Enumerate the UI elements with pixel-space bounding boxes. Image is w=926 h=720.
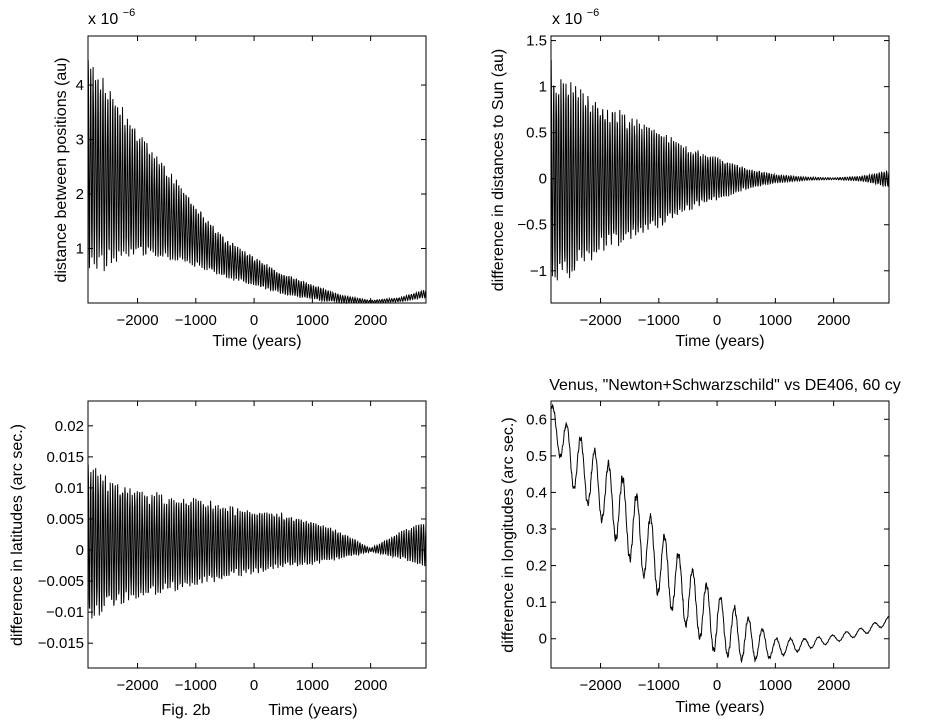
tick-group: −2000 −1000 0 1000 2000 0 0.1 0.2 0.3 0.4 0.5 0.6	[526, 401, 889, 694]
y-tick-label: 0.4	[526, 484, 547, 501]
series-line	[87, 60, 427, 305]
y-exponent-power: −6	[123, 7, 136, 19]
x-tick-label: 0	[250, 677, 258, 694]
y-tick-label: −0.015	[38, 635, 84, 652]
y-tick-label: 0.6	[526, 411, 547, 428]
y-tick-label: 0	[76, 542, 84, 559]
y-tick-label: 0.02	[55, 418, 84, 435]
y-tick-label: 0.5	[526, 125, 547, 142]
tick-group: −2000 −1000 0 1000 2000 −0.015 −0.01 −0.005 0 0.0…	[38, 401, 426, 694]
x-tick-label: −2000	[116, 677, 158, 694]
x-tick-label: 1000	[759, 312, 792, 329]
plot-frame	[550, 35, 890, 304]
chart-title: Venus, "Newton+Schwarzschild" vs DE406, …	[549, 377, 901, 394]
x-tick-label: 2000	[817, 312, 850, 329]
y-tick-label: 0	[539, 631, 547, 648]
y-axis-label: difference in longitudes (arc sec.)	[500, 417, 517, 652]
y-exponent: x 10 −6	[88, 7, 135, 28]
plot-frame	[550, 400, 890, 669]
y-tick-label: 0	[539, 171, 547, 188]
tick-group: −2000 −1000 0 1000 2000 1 2 3 4	[76, 36, 426, 329]
y-exponent: x 10 −6	[552, 7, 599, 28]
series-line	[550, 59, 890, 281]
x-tick-label: 0	[713, 312, 721, 329]
x-axis-label: Time (years)	[675, 333, 764, 350]
y-axis-label: distance between positions (au)	[53, 57, 70, 282]
y-tick-label: 0.005	[46, 511, 84, 528]
x-tick-label: −1000	[638, 677, 680, 694]
x-tick-label: 1000	[296, 312, 329, 329]
y-tick-label: 0.3	[526, 521, 547, 538]
x-tick-label: −1000	[175, 677, 217, 694]
series-line	[87, 464, 427, 619]
y-tick-label: −1	[530, 263, 547, 280]
y-axis-label: difference in latitudes (arc sec.)	[9, 424, 26, 646]
y-exponent-power: −6	[587, 7, 600, 19]
x-axis-label: Time (years)	[675, 699, 764, 716]
x-tick-label: −2000	[579, 312, 621, 329]
y-tick-label: 1	[76, 241, 84, 258]
x-tick-label: 2000	[354, 677, 387, 694]
tick-group: −2000 −1000 0 1000 2000 −1 −0.5 0 0.5 1 1.5	[517, 33, 889, 329]
y-tick-label: −0.5	[517, 217, 547, 234]
x-tick-label: 1000	[296, 677, 329, 694]
x-tick-label: 0	[713, 677, 721, 694]
y-tick-label: 3	[76, 132, 84, 149]
panel-sun-distance: x 10 −6 −2000 −1000 0 1000 2000 −1 −0.5 0 0.5 1 1.…	[490, 7, 890, 350]
y-tick-label: −0.005	[38, 573, 84, 590]
y-tick-label: 4	[76, 77, 84, 94]
plot-frame	[87, 400, 427, 669]
figure-caption: Fig. 2b	[162, 702, 211, 719]
x-axis-label: Time (years)	[212, 333, 301, 350]
y-tick-label: 0.2	[526, 558, 547, 575]
panel-distance: x 10 −6 −2000 −1000 0 1000 2000 1 2 3 4 Time (ye…	[53, 7, 427, 350]
y-tick-label: 2	[76, 186, 84, 203]
x-tick-label: −2000	[116, 312, 158, 329]
x-tick-label: 1000	[759, 677, 792, 694]
y-tick-label: −0.01	[46, 604, 84, 621]
panel-longitudes: Venus, "Newton+Schwarzschild" vs DE406, …	[500, 377, 901, 716]
y-tick-label: 1	[539, 79, 547, 96]
series-line	[550, 403, 890, 664]
y-tick-label: 0.1	[526, 594, 547, 611]
y-axis-label: difference in distances to Sun (au)	[490, 49, 507, 292]
y-tick-label: 0.015	[46, 449, 84, 466]
x-tick-label: −2000	[579, 677, 621, 694]
y-tick-label: 0.5	[526, 448, 547, 465]
x-tick-label: 2000	[817, 677, 850, 694]
x-axis-label: Time (years)	[268, 702, 357, 719]
x-tick-label: −1000	[175, 312, 217, 329]
panel-latitudes: −2000 −1000 0 1000 2000 −0.015 −0.01 −0.005 0 0.0…	[9, 400, 427, 719]
plot-frame	[87, 35, 427, 304]
x-tick-label: 2000	[354, 312, 387, 329]
y-tick-label: 1.5	[526, 33, 547, 50]
x-tick-label: −1000	[638, 312, 680, 329]
y-tick-label: 0.01	[55, 480, 84, 497]
x-tick-label: 0	[250, 312, 258, 329]
